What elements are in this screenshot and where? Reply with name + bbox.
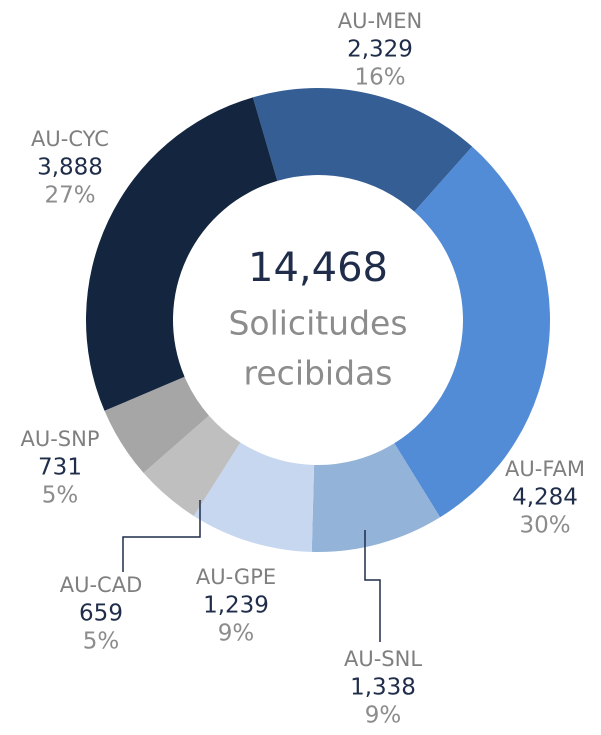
slice — [193, 442, 315, 552]
slice-name: AU-SNP — [20, 427, 99, 451]
percent-label: 9% — [218, 621, 255, 647]
slice-name: AU-CYC — [31, 127, 109, 151]
slice — [311, 443, 441, 552]
slice-name: AU-MEN — [338, 9, 422, 33]
value-label: 4,284 — [512, 485, 578, 511]
percent-label: 30% — [519, 513, 570, 539]
percent-label: 5% — [42, 483, 79, 509]
percent-label: 16% — [354, 65, 405, 91]
slice — [104, 376, 209, 473]
slice — [86, 97, 278, 411]
value-label: 1,338 — [350, 675, 416, 701]
slice-name: AU-FAM — [505, 457, 585, 481]
total: 14,468 — [248, 245, 388, 291]
slice-name: AU-GPE — [196, 565, 276, 589]
percent-label: 9% — [365, 703, 402, 729]
slice-name: AU-SNL — [344, 647, 422, 671]
percent-label: 27% — [44, 183, 95, 209]
slices — [86, 88, 550, 552]
leader-line — [122, 500, 201, 572]
leader-line — [364, 530, 381, 642]
center-text: recibidas — [244, 354, 393, 393]
value-label: 2,329 — [347, 37, 413, 63]
value-label: 731 — [38, 455, 82, 481]
value-label: 3,888 — [37, 155, 103, 181]
slice — [394, 146, 550, 518]
slice — [252, 88, 473, 212]
center-text: Solicitudes — [228, 304, 407, 343]
slice-name: AU-CAD — [60, 573, 143, 597]
value-label: 1,239 — [203, 593, 269, 619]
slice — [143, 415, 241, 516]
percent-label: 5% — [83, 629, 120, 655]
value-label: 659 — [79, 601, 123, 627]
